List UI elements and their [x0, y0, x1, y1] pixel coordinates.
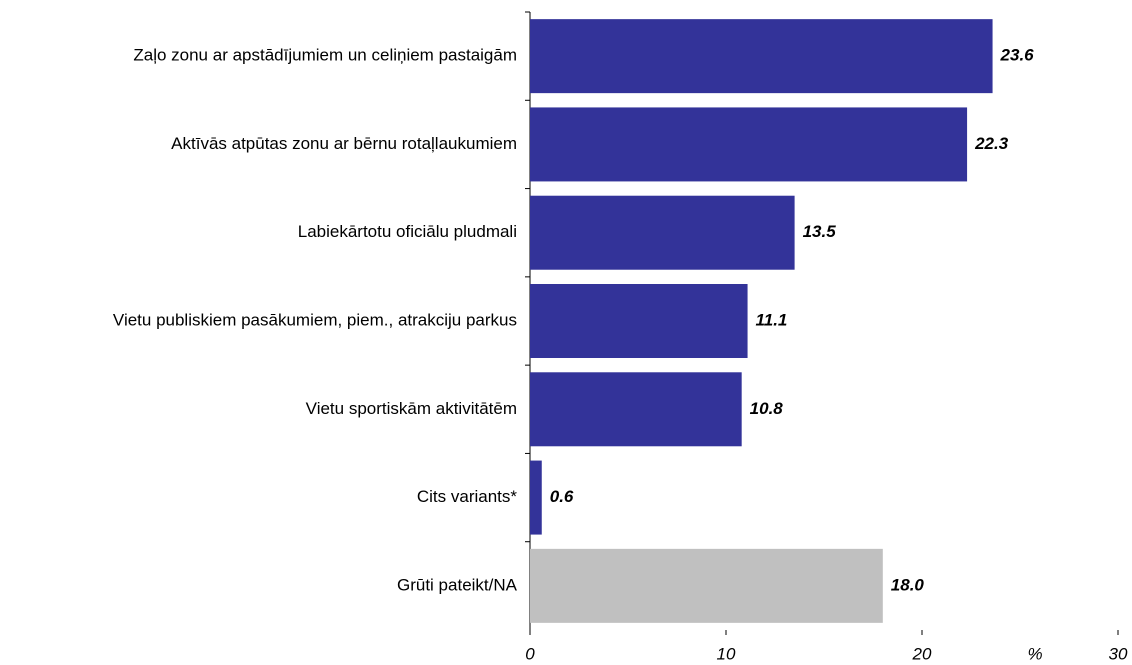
- bar: [530, 372, 742, 447]
- category-label: Labiekārtotu oficiālu pludmali: [298, 222, 517, 241]
- category-label: Cits variants*: [417, 487, 518, 506]
- x-tick-label: 0: [525, 644, 535, 663]
- bar: [530, 460, 542, 535]
- category-label: Vietu publiskiem pasākumiem, piem., atra…: [113, 310, 517, 329]
- category-label: Zaļo zonu ar apstādījumiem un celiņiem p…: [133, 46, 517, 65]
- value-label: 10.8: [750, 399, 784, 418]
- bar: [530, 107, 968, 182]
- value-label: 22.3: [974, 134, 1009, 153]
- category-label: Aktīvās atpūtas zonu ar bērnu rotaļlauku…: [171, 134, 517, 153]
- bar: [530, 195, 795, 270]
- x-tick-label: 20: [912, 644, 932, 663]
- category-label: Vietu sportiskām aktivitātēm: [306, 399, 517, 418]
- bar: [530, 548, 883, 623]
- value-label: 0.6: [550, 487, 574, 506]
- bar: [530, 19, 993, 94]
- category-label: Grūti pateikt/NA: [397, 575, 518, 594]
- value-label: 11.1: [756, 310, 788, 329]
- x-tick-label: 30: [1109, 644, 1128, 663]
- value-label: 18.0: [891, 575, 925, 594]
- x-tick-label: 10: [717, 644, 736, 663]
- bar: [530, 284, 748, 358]
- value-label: 23.6: [1000, 46, 1035, 65]
- value-label: 13.5: [803, 222, 837, 241]
- x-axis-label: %: [1027, 644, 1042, 663]
